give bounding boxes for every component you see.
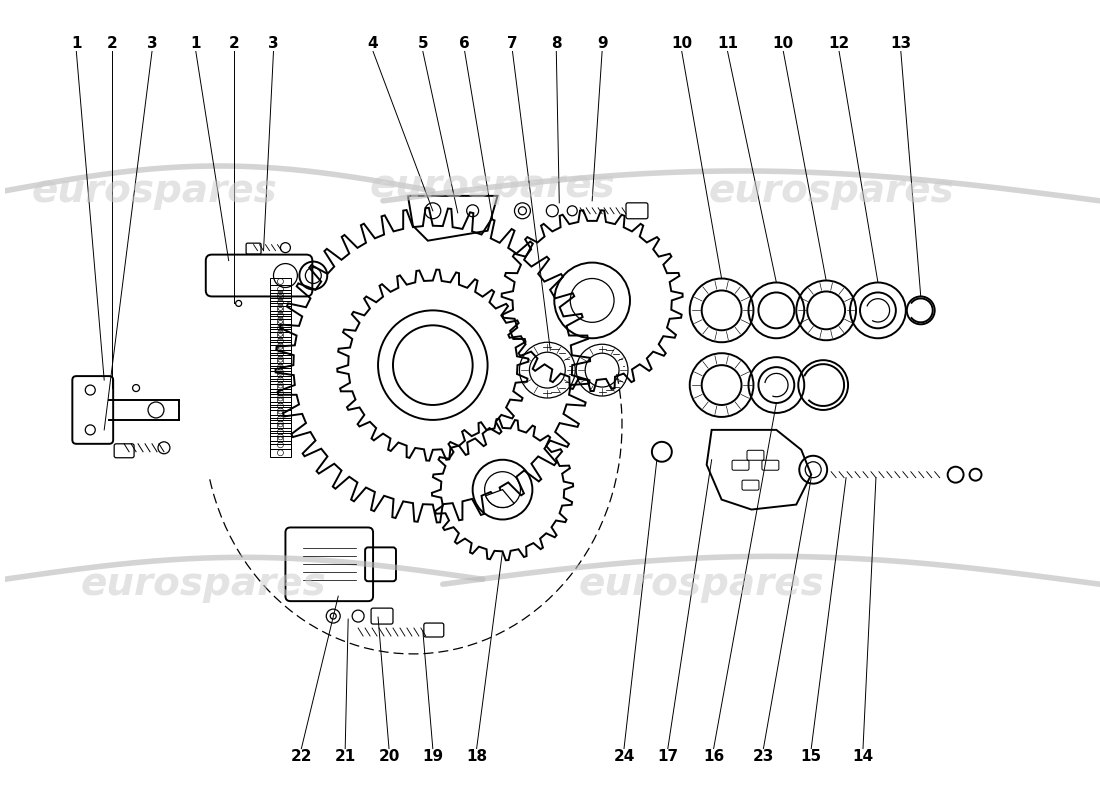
Text: 10: 10 (773, 36, 794, 51)
Text: 16: 16 (703, 749, 724, 764)
Bar (270, 371, 292, 379)
Text: 3: 3 (146, 36, 157, 51)
Text: 11: 11 (717, 36, 738, 51)
Bar (270, 278, 292, 286)
Bar (270, 324, 292, 332)
Text: 20: 20 (378, 749, 399, 764)
Bar (270, 436, 292, 444)
Text: eurospares: eurospares (81, 566, 327, 603)
Bar (270, 286, 292, 294)
Bar (270, 423, 292, 431)
Bar (270, 428, 292, 436)
Bar (270, 330, 292, 338)
Bar (270, 294, 292, 302)
Bar (270, 433, 292, 441)
Bar (270, 381, 292, 389)
Bar (270, 449, 292, 457)
Text: 4: 4 (367, 36, 378, 51)
Text: 23: 23 (752, 749, 774, 764)
Bar (270, 384, 292, 392)
Text: 21: 21 (334, 749, 355, 764)
Text: eurospares: eurospares (370, 167, 615, 205)
Bar (270, 319, 292, 327)
Bar (270, 420, 292, 428)
Text: eurospares: eurospares (31, 172, 277, 210)
Bar (270, 306, 292, 314)
Text: 8: 8 (551, 36, 562, 51)
Text: 5: 5 (418, 36, 428, 51)
Bar (270, 394, 292, 402)
Bar (270, 407, 292, 415)
Bar (270, 338, 292, 346)
Text: 1: 1 (190, 36, 201, 51)
Bar (270, 303, 292, 311)
Text: 9: 9 (597, 36, 607, 51)
Bar (270, 355, 292, 363)
Bar (270, 311, 292, 319)
Text: 22: 22 (290, 749, 312, 764)
Bar (270, 342, 292, 350)
Bar (270, 290, 292, 298)
Text: 10: 10 (671, 36, 692, 51)
Bar (270, 368, 292, 376)
Text: eurospares: eurospares (579, 566, 825, 603)
Text: 3: 3 (268, 36, 278, 51)
Text: eurospares: eurospares (708, 172, 954, 210)
Bar (270, 346, 292, 353)
Text: 15: 15 (801, 749, 822, 764)
Wedge shape (486, 490, 514, 507)
Bar (270, 389, 292, 397)
Text: 2: 2 (229, 36, 239, 51)
Text: 7: 7 (507, 36, 518, 51)
Text: 12: 12 (828, 36, 849, 51)
Text: 19: 19 (422, 749, 443, 764)
Text: 1: 1 (72, 36, 81, 51)
Bar (270, 397, 292, 405)
Text: 2: 2 (107, 36, 118, 51)
Text: 14: 14 (852, 749, 873, 764)
Text: 6: 6 (460, 36, 470, 51)
Bar (270, 316, 292, 324)
Bar (270, 363, 292, 371)
Text: 24: 24 (614, 749, 635, 764)
Bar (270, 376, 292, 384)
Bar (270, 402, 292, 410)
Bar (270, 441, 292, 449)
Text: 13: 13 (890, 36, 912, 51)
Bar (270, 410, 292, 418)
Text: 17: 17 (658, 749, 679, 764)
Bar (270, 350, 292, 358)
Bar (270, 415, 292, 423)
Bar (270, 332, 292, 340)
Text: 18: 18 (466, 749, 487, 764)
Bar (270, 358, 292, 366)
Bar (270, 298, 292, 306)
